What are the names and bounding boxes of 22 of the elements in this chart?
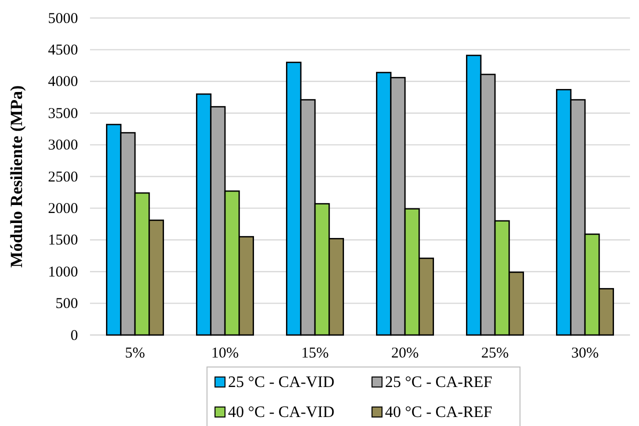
y-tick-label: 3500 bbox=[48, 106, 78, 122]
legend-label: 25 °C - CA-VID bbox=[228, 374, 334, 391]
y-tick-label: 3000 bbox=[48, 138, 78, 154]
x-tick-label: 15% bbox=[301, 346, 329, 362]
y-tick-label: 5000 bbox=[48, 10, 78, 27]
y-tick-label: 2500 bbox=[48, 169, 78, 186]
y-tick-label: 0 bbox=[70, 328, 78, 344]
x-tick-label: 10% bbox=[211, 346, 239, 362]
legend-label: 40 °C - CA-REF bbox=[385, 404, 492, 421]
x-tick-label: 30% bbox=[571, 346, 599, 362]
x-tick-label: 25% bbox=[481, 346, 509, 362]
y-tick-label: 2000 bbox=[48, 201, 78, 217]
y-tick-label: 1000 bbox=[48, 264, 78, 280]
y-tick-label: 1500 bbox=[48, 232, 78, 249]
x-tick-label: 20% bbox=[391, 346, 419, 362]
legend-label: 25 °C - CA-REF bbox=[385, 374, 492, 391]
x-tick-label: 5% bbox=[125, 346, 145, 362]
y-tick-label: 500 bbox=[56, 296, 78, 312]
legend-label: 40 °C - CA-VID bbox=[228, 404, 334, 421]
y-tick-label: 4000 bbox=[48, 74, 78, 90]
y-tick-label: 4500 bbox=[48, 42, 78, 58]
y-axis-title: Módulo Resiliente (MPa) bbox=[7, 85, 26, 268]
